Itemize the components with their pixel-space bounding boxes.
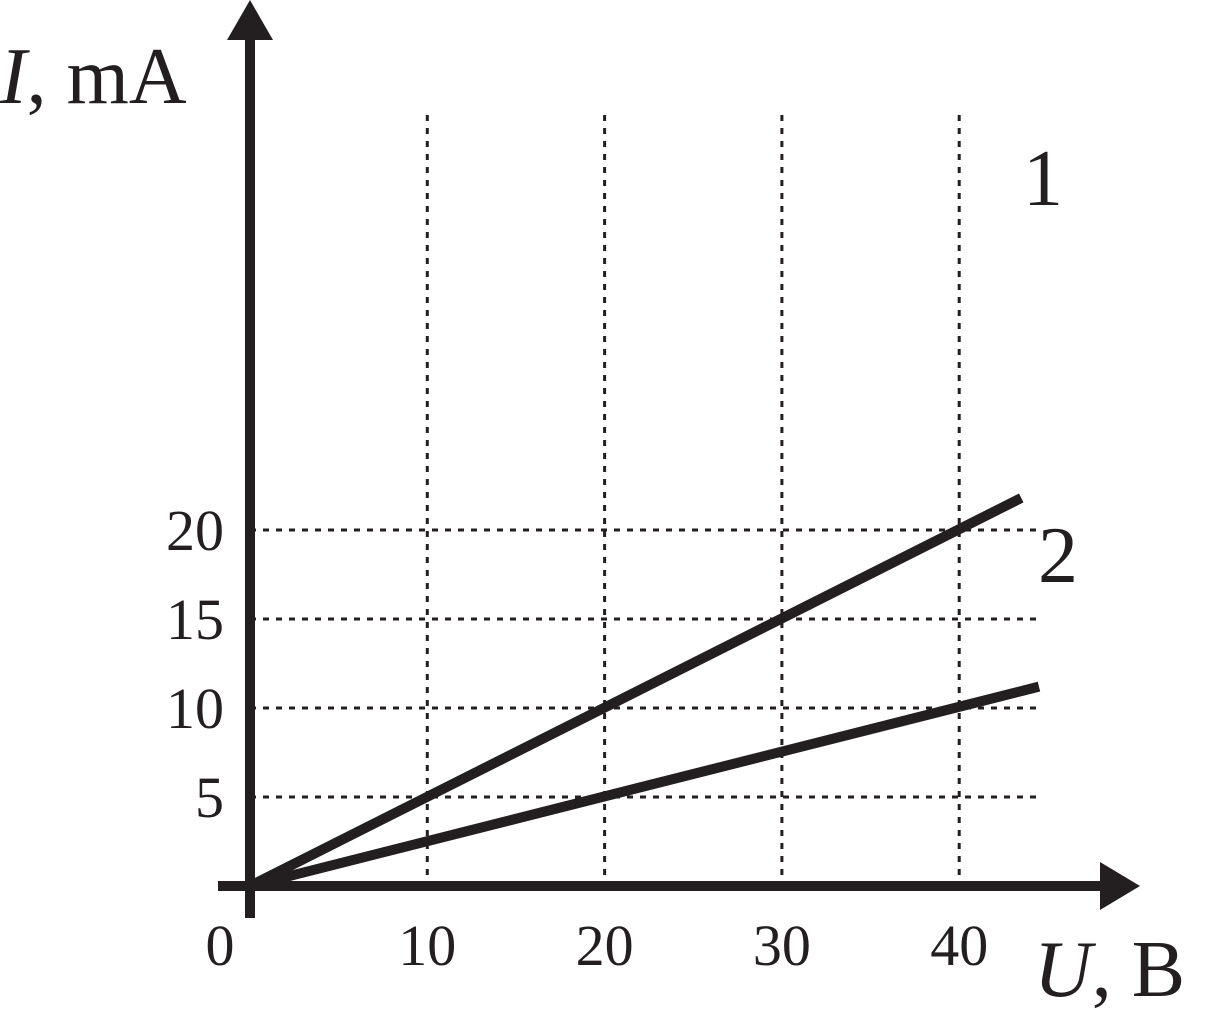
y-axis-title: I, mA (0, 33, 187, 121)
y-tick-label-5: 5 (195, 765, 224, 830)
series-label-1: 1 (1023, 135, 1063, 223)
x-axis-unit: , В (1092, 926, 1185, 1010)
y-axis-variable: I (0, 33, 30, 121)
series-line-1 (247, 493, 1024, 891)
x-axis-title: U, В (1034, 926, 1185, 1010)
x-tick-label-40: 40 (930, 913, 988, 978)
tick-label-layer: 10 20 30 40 5 10 15 20 (166, 498, 988, 978)
x-tick-label-30: 30 (753, 913, 811, 978)
y-tick-label-15: 15 (166, 587, 224, 652)
origin-label: 0 (206, 913, 235, 978)
series-line-2 (248, 681, 1041, 891)
y-axis-unit: , mA (27, 33, 187, 121)
series-label-2: 2 (1038, 512, 1078, 600)
series-layer: 12 (247, 135, 1078, 891)
grid-layer (250, 115, 1040, 886)
x-tick-label-10: 10 (398, 913, 456, 978)
x-axis-variable: U (1034, 926, 1097, 1010)
x-tick-label-20: 20 (576, 913, 634, 978)
x-axis-arrowhead (1100, 862, 1140, 910)
y-axis-arrowhead (227, 0, 273, 40)
axis-layer (218, 0, 1140, 918)
y-tick-label-20: 20 (166, 498, 224, 563)
y-tick-label-10: 10 (166, 676, 224, 741)
